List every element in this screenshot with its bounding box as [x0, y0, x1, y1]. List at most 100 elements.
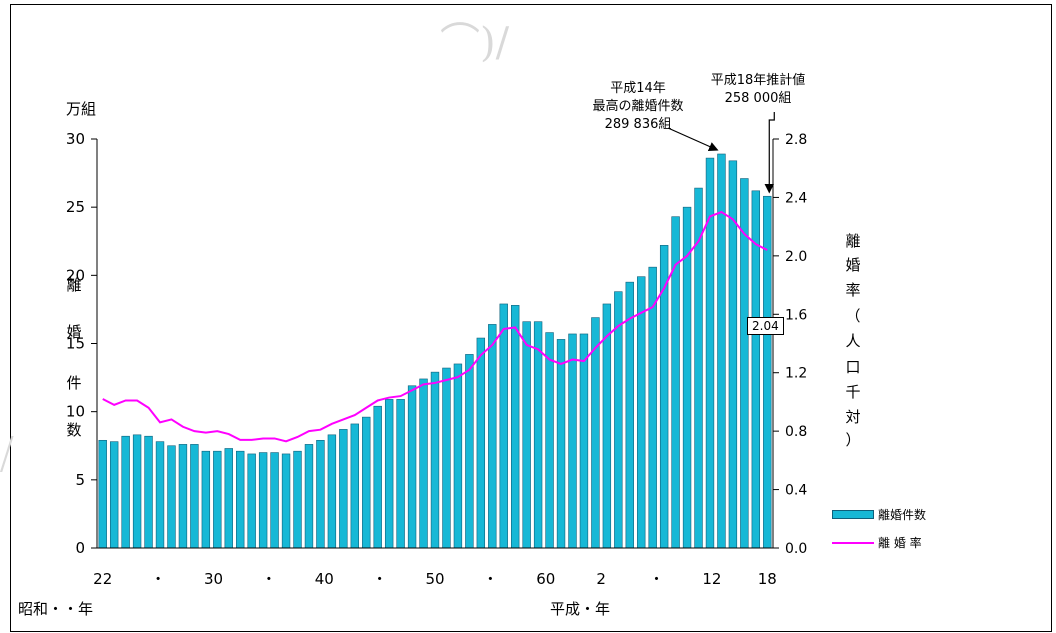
x-tick-label: ・ [261, 570, 276, 588]
last-rate-value-label: 2.04 [747, 317, 784, 335]
x-tick-label: 40 [315, 570, 334, 588]
right-axis-label-char-6: 口 [845, 358, 861, 376]
bar [281, 453, 291, 549]
bar [511, 305, 520, 549]
bar [190, 444, 199, 549]
bar [362, 416, 371, 549]
right-axis-label-char-7: 千 [845, 383, 861, 401]
left-axis-label-char-2: 婚 [66, 323, 82, 341]
right-axis-label-char-9: ） [845, 431, 861, 449]
bar [167, 445, 176, 549]
rate-line [102, 210, 768, 443]
bar [545, 332, 554, 549]
right-tick-label: 2.0 [785, 249, 807, 265]
watermark-stroke: ⌒)/ [440, 20, 510, 66]
peak-annotation-line-1: 平成14年 [610, 81, 666, 96]
bar [293, 450, 302, 549]
bar [522, 321, 531, 549]
bar [476, 337, 486, 549]
x-tick-label: ・ [151, 570, 166, 588]
bar [373, 405, 382, 549]
watermark-stroke-left: ⧸ [0, 432, 14, 478]
x-tick-label: ・ [483, 570, 498, 588]
peak-annotation-line-2: 最高の離婚件数 [592, 99, 684, 114]
bar [350, 423, 359, 549]
bar [602, 303, 612, 549]
bar [132, 434, 142, 549]
bar [568, 333, 577, 549]
right-axis-label-char-4: （ [845, 307, 861, 325]
peak-annotation-line-3: 289 836組 [604, 117, 672, 132]
legend-item-divorce-count: 離婚件数 [832, 506, 926, 523]
bar [236, 450, 245, 549]
left-tick-label: 20 [66, 266, 85, 284]
legend-item-divorce-rate: 離 婚 率 [832, 534, 922, 551]
bar [316, 439, 325, 549]
peak-arrow [667, 127, 719, 151]
showa-era-label: 昭和・・年 [18, 600, 94, 618]
bar [419, 378, 428, 549]
left-tick-label: 0 [75, 539, 85, 557]
legend-label-divorce-rate: 離 婚 率 [878, 536, 922, 550]
x-tick-label: 18 [758, 570, 777, 588]
x-tick-label: 60 [536, 570, 555, 588]
bar [327, 434, 337, 549]
x-tick-label: 2 [596, 570, 606, 588]
legend-swatch-bar [832, 510, 874, 519]
right-tick-label: 0.8 [785, 424, 807, 440]
legend-label-divorce-count: 離婚件数 [878, 508, 927, 522]
estimate-annotation-line-1: 平成18年推計値 [710, 73, 806, 88]
left-tick-label: 25 [66, 198, 85, 216]
bar [407, 385, 417, 549]
x-tick-label: 22 [93, 570, 112, 588]
right-axis-label-char-3: 率 [845, 281, 861, 299]
estimate-annotation-line-2: 258 000組 [724, 91, 792, 106]
left-tick-label: 30 [66, 130, 85, 148]
bar [109, 441, 119, 549]
right-tick-label: 1.2 [785, 366, 807, 382]
left-tick-label: 5 [75, 471, 85, 489]
bar [304, 444, 314, 549]
bar [201, 450, 211, 549]
bar [488, 324, 497, 549]
bar [396, 399, 405, 549]
bar [465, 354, 474, 549]
bar [98, 439, 107, 549]
axes: 0 5 10 15 20 25 30 0.0 0.4 0.8 1.2 1.6 2.0 2.4 2.8 22 ・ 3… [66, 130, 807, 588]
bar [155, 441, 165, 549]
right-tick-label: 1.6 [785, 307, 807, 323]
right-axis-label-char-8: 対 [845, 408, 861, 426]
right-axis-label-char-1: 離 [845, 232, 861, 250]
bar [533, 321, 543, 549]
bar [625, 281, 634, 549]
bar [637, 276, 646, 549]
x-tick-label: 30 [204, 570, 223, 588]
left-axis-label-char-3: 件 [66, 374, 82, 392]
left-axis-label-char-1: 離 [66, 276, 82, 294]
annotation-arrows [667, 112, 775, 194]
estimate-annotation: 平成18年推計値 258 000組 [698, 72, 818, 108]
bar-series [98, 153, 772, 549]
bar [247, 453, 256, 549]
left-axis-label-char-4: 数 [66, 421, 82, 439]
x-tick-label: 12 [702, 570, 721, 588]
x-tick-label: ・ [372, 570, 387, 588]
left-tick-label: 10 [66, 403, 85, 421]
bar [614, 291, 623, 549]
right-tick-label: 0.4 [785, 483, 807, 499]
legend-swatch-line [832, 541, 874, 544]
bar [121, 435, 130, 549]
bar [224, 448, 233, 549]
bar [442, 367, 451, 549]
bar [556, 339, 566, 549]
right-tick-label: 0.0 [785, 541, 807, 557]
bar [178, 444, 188, 549]
x-tick-label: 50 [425, 570, 444, 588]
bar [499, 303, 508, 549]
bar [339, 429, 348, 549]
left-axis-unit: 万組 [66, 100, 97, 118]
right-axis-label-char-2: 婚 [845, 256, 861, 274]
bar [258, 452, 268, 549]
right-axis-label-char-5: 人 [845, 332, 861, 350]
